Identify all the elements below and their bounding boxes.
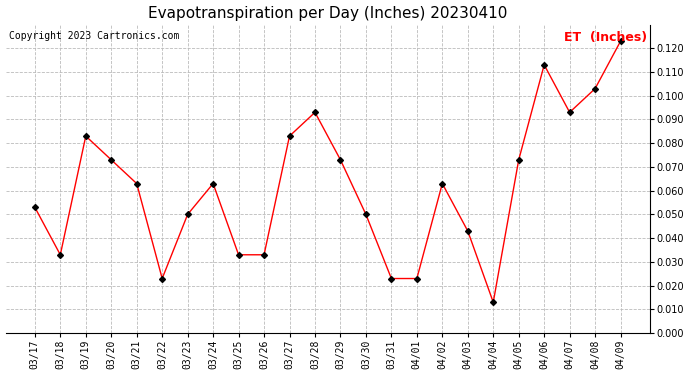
Text: ET  (Inches): ET (Inches): [564, 31, 647, 44]
Text: Copyright 2023 Cartronics.com: Copyright 2023 Cartronics.com: [9, 31, 179, 40]
Title: Evapotranspiration per Day (Inches) 20230410: Evapotranspiration per Day (Inches) 2023…: [148, 6, 507, 21]
